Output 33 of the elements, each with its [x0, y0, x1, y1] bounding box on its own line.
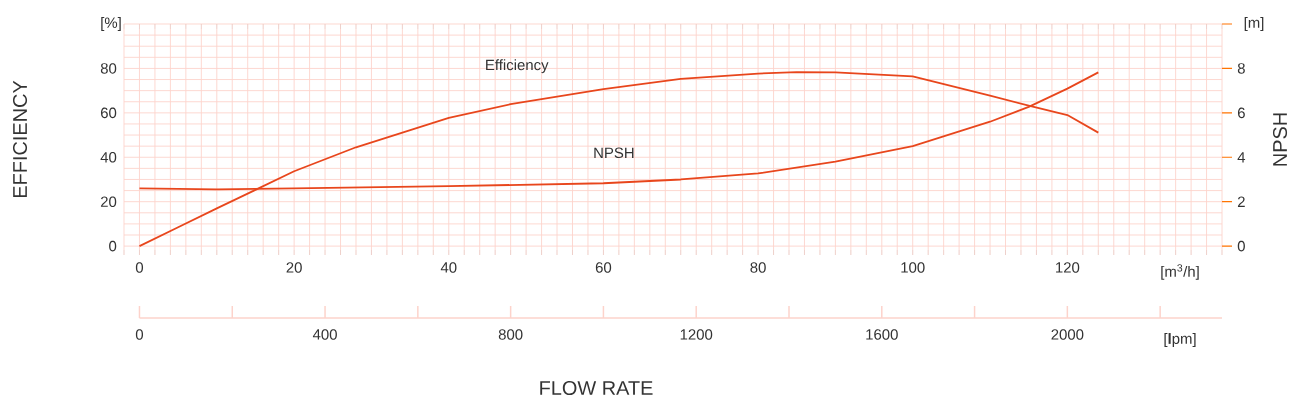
y2-tick-label: 4 — [1237, 152, 1246, 163]
x2-tick-label: 1600 — [866, 329, 898, 340]
x2-tick-label: 800 — [498, 329, 523, 340]
x-tick-label: 120 — [1056, 262, 1080, 273]
y2-tick-label: 0 — [1237, 240, 1245, 252]
x-tick-label: 0 — [135, 262, 144, 273]
x-tick-label: 20 — [286, 262, 302, 273]
y-tick-label: 40 — [100, 151, 117, 163]
y2-tick-label: 6 — [1237, 107, 1245, 119]
line-series — [138, 71, 1100, 248]
y2-axis-title: NPSH — [1272, 113, 1288, 166]
x-axis-title: FLOW RATE — [540, 380, 653, 396]
text: [m$^{3}$/h] — [1161, 264, 1199, 280]
text: [m] — [1244, 17, 1264, 31]
x2-tick-label: 2000 — [1051, 329, 1084, 340]
x-tick-label: 60 — [595, 262, 612, 273]
y-axis-title: EFFICIENCY — [12, 80, 28, 198]
series-label: NPSH — [594, 147, 634, 159]
y2-tick-label: 8 — [1237, 63, 1245, 74]
x-tick-label: 100 — [901, 262, 925, 273]
x2-tick-label: 0 — [135, 329, 144, 340]
y-tick-label: 60 — [100, 107, 117, 119]
series-label: Efficiency — [486, 59, 549, 74]
y2-tick-label: 2 — [1237, 196, 1245, 207]
x2-tick-label: 1200 — [680, 329, 713, 340]
text: [%] — [101, 17, 121, 31]
text: [lpm] — [1164, 333, 1196, 347]
y-tick-label: 0 — [109, 240, 117, 252]
x2-tick-label: 400 — [312, 329, 337, 340]
y-tick-label: 20 — [100, 196, 117, 207]
x-tick-label: 80 — [750, 262, 766, 273]
y-tick-label: 80 — [100, 63, 117, 74]
x-tick-label: 40 — [440, 262, 457, 273]
